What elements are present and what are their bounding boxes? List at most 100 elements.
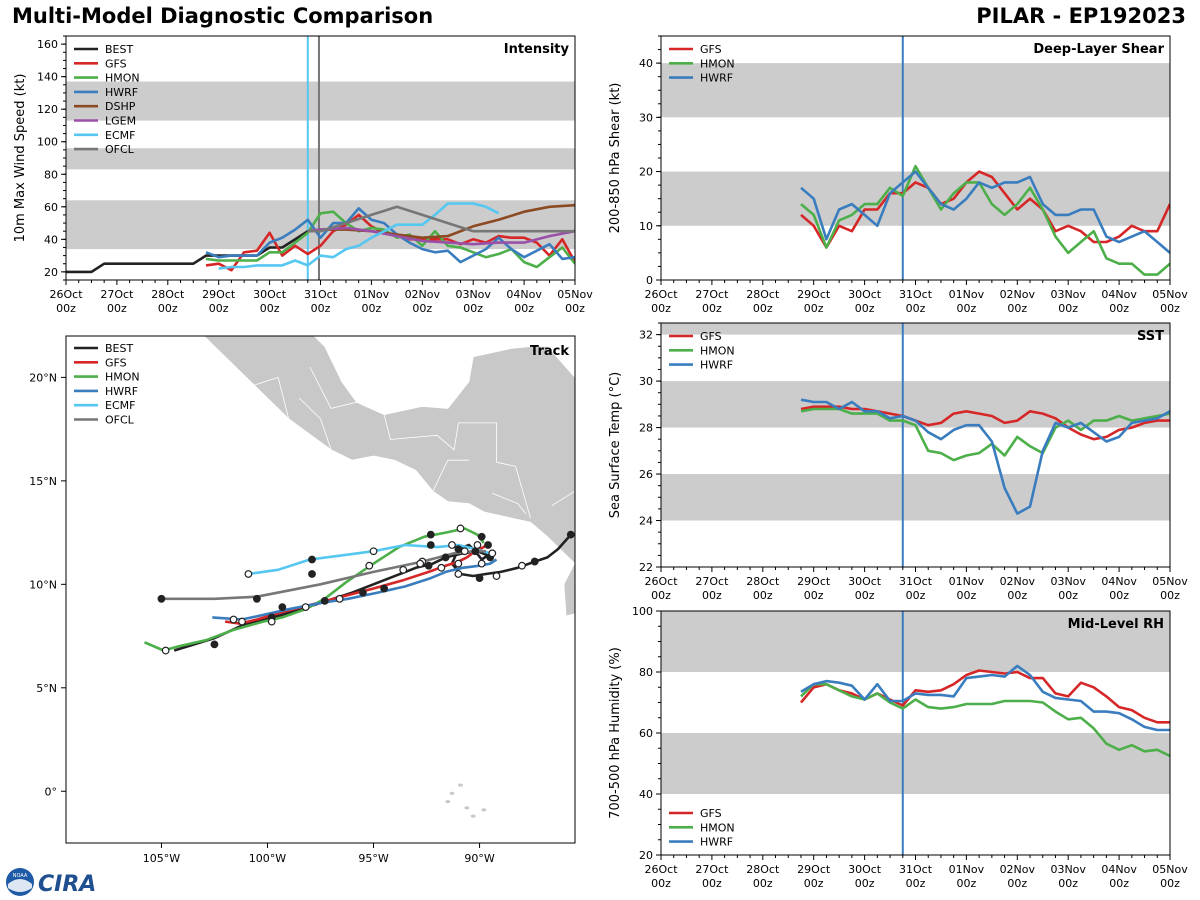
- x-tick-label: 95°W: [358, 852, 388, 865]
- shaded-band: [661, 323, 1170, 335]
- x-tick-sublabel: 00z: [1109, 589, 1129, 602]
- x-tick-label: 27Oct: [695, 863, 729, 876]
- y-tick-label: 22: [639, 561, 653, 574]
- x-tick-sublabel: 00z: [158, 302, 178, 315]
- track-point-filled: [157, 594, 166, 603]
- x-tick-label: 28Oct: [746, 863, 780, 876]
- panel-title: Intensity: [504, 42, 570, 57]
- x-tick-label: 02Nov: [1000, 575, 1036, 588]
- track-point-open: [238, 617, 246, 626]
- x-tick-sublabel: 00z: [1058, 589, 1078, 602]
- land-central-america: [203, 336, 575, 565]
- series-group: [800, 611, 1170, 855]
- x-tick-sublabel: 00z: [855, 589, 875, 602]
- track-point-filled: [530, 557, 539, 566]
- track-point-open: [335, 594, 344, 603]
- x-tick-label: 105°W: [143, 852, 180, 865]
- shaded-band: [66, 148, 575, 170]
- x-tick-label: 05Nov: [1152, 288, 1188, 301]
- series-group: [800, 36, 1170, 280]
- y-tick-label: 60: [639, 727, 653, 740]
- land-border: [492, 492, 527, 515]
- legend-label-best: BEST: [105, 43, 133, 56]
- x-tick-sublabel: 00z: [1007, 302, 1027, 315]
- x-tick-label: 01Nov: [949, 288, 985, 301]
- x-tick-label: 02Nov: [1000, 288, 1036, 301]
- x-tick-sublabel: 00z: [855, 302, 875, 315]
- legend-label-hmon: HMON: [700, 57, 735, 70]
- x-tick-label: 30Oct: [253, 288, 287, 301]
- track-point-filled: [278, 603, 287, 611]
- land-border: [309, 366, 357, 409]
- legend-label-ecmf: ECMF: [105, 399, 135, 412]
- track-point-filled: [477, 532, 486, 541]
- y-tick-label: 20: [44, 266, 58, 279]
- y-tick-label: 20: [639, 849, 653, 862]
- legend-label-dshp: DSHP: [105, 100, 136, 113]
- track-point-filled: [475, 574, 484, 583]
- land-galapagos-island: [464, 806, 470, 810]
- track-map: 105°W 100°W 95°W 90°W 0° 5°N 10°N 15°N 20°N Track…: [29, 335, 576, 865]
- track-point-open: [473, 541, 482, 549]
- x-tick-sublabel: 00z: [362, 302, 382, 315]
- y-tick-label: 32: [639, 329, 653, 342]
- track-point-open: [369, 547, 378, 556]
- track-point-open: [229, 615, 238, 624]
- series-group: [66, 36, 575, 280]
- x-tick-label: 31Oct: [304, 288, 338, 301]
- series-line-ecmf: [218, 202, 500, 270]
- x-tick-label: 31Oct: [899, 288, 933, 301]
- track-point-open: [456, 524, 465, 533]
- y-tick-label: 0°: [45, 785, 58, 798]
- shaded-band: [661, 63, 1170, 118]
- legend-label-ofcl: OFCL: [105, 414, 135, 427]
- x-tick-label: 05Nov: [1152, 575, 1188, 588]
- x-tick-label: 26Oct: [644, 863, 678, 876]
- shaded-band: [661, 474, 1170, 521]
- panel-title: Mid-Level RH: [1068, 617, 1164, 632]
- x-tick-sublabel: 00z: [957, 589, 977, 602]
- y-axis-label: 200-850 hPa Shear (kt): [608, 83, 623, 234]
- y-tick-label: 0: [646, 274, 653, 287]
- x-tick-label: 29Oct: [797, 575, 831, 588]
- land-galapagos-island: [445, 800, 451, 804]
- x-tick-label: 01Nov: [354, 288, 390, 301]
- x-tick-label: 26Oct: [644, 288, 678, 301]
- y-tick-label: 80: [639, 666, 653, 679]
- track-point-filled: [320, 596, 329, 605]
- track-point-open: [488, 549, 497, 558]
- x-tick-sublabel: 00z: [311, 302, 331, 315]
- track-point-open: [437, 563, 446, 572]
- track-point-filled: [426, 541, 435, 549]
- x-tick-label: 27Oct: [100, 288, 134, 301]
- y-tick-label: 40: [639, 57, 653, 70]
- x-tick-sublabel: 00z: [1058, 302, 1078, 315]
- legend-label-hmon: HMON: [105, 371, 140, 384]
- x-tick-sublabel: 00z: [906, 302, 926, 315]
- x-tick-sublabel: 00z: [209, 302, 229, 315]
- noaa-seal-text: NOAA: [13, 873, 28, 879]
- panel-title: Track: [530, 344, 569, 359]
- track-point-filled: [308, 555, 316, 564]
- land-border: [383, 414, 497, 463]
- series-group: [800, 323, 1170, 567]
- panel-title: SST: [1137, 329, 1164, 344]
- legend-label-ecmf: ECMF: [105, 129, 135, 142]
- y-tick-label: 5°N: [36, 682, 57, 695]
- legend-label-lgem: LGEM: [105, 115, 136, 128]
- legend-label-gfs: GFS: [105, 57, 127, 70]
- legend-label-hwrf: HWRF: [105, 86, 138, 99]
- series-line-hwrf: [800, 664, 1170, 732]
- series-line-hwrf: [800, 170, 1170, 254]
- y-axis-label: 10m Max Wind Speed (kt): [13, 74, 28, 243]
- x-tick-sublabel: 00z: [1007, 877, 1027, 890]
- x-tick-label: 28Oct: [151, 288, 185, 301]
- x-tick-sublabel: 00z: [753, 589, 773, 602]
- track-point-open: [399, 565, 408, 574]
- x-tick-sublabel: 00z: [1109, 877, 1129, 890]
- x-tick-sublabel: 00z: [957, 302, 977, 315]
- x-tick-sublabel: 00z: [1058, 877, 1078, 890]
- x-tick-label: 03Nov: [1050, 288, 1086, 301]
- x-tick-sublabel: 00z: [804, 589, 824, 602]
